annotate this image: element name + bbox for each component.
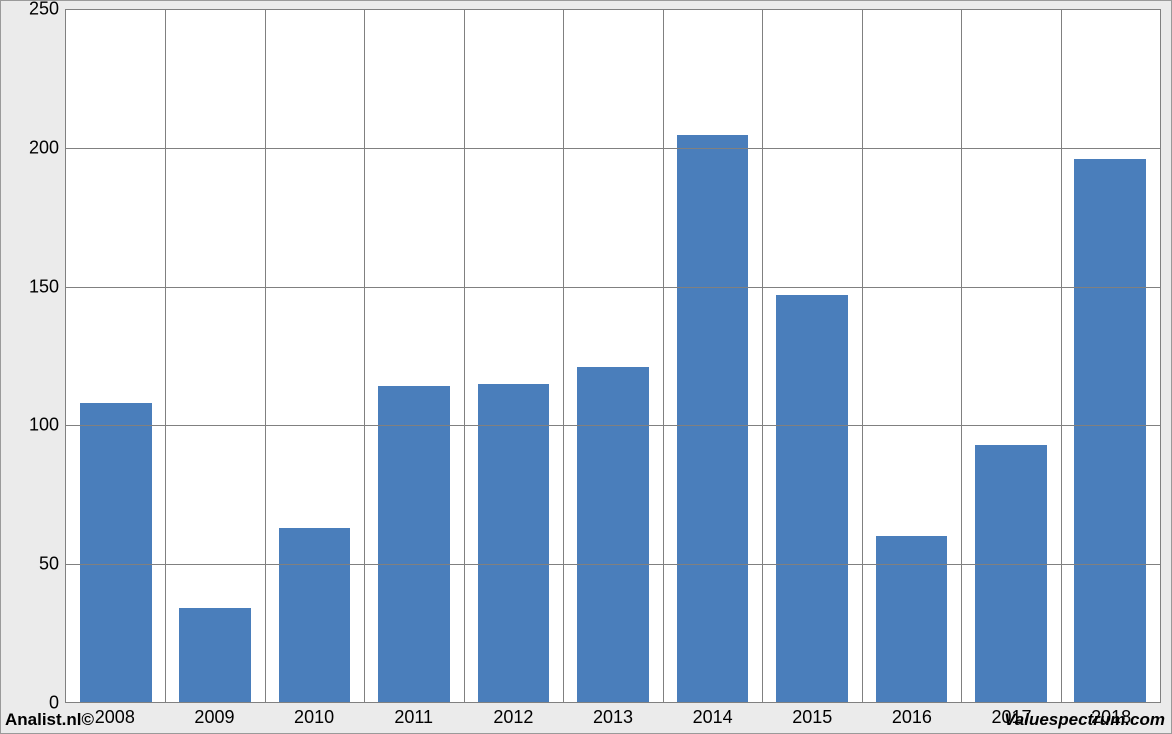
- y-tick-label: 50: [39, 554, 59, 575]
- gridline-horizontal: [66, 287, 1160, 288]
- bar: [677, 135, 749, 702]
- gridline-vertical: [464, 10, 465, 702]
- bar: [577, 367, 649, 702]
- x-tick-label: 2016: [892, 707, 932, 728]
- gridline-horizontal: [66, 564, 1160, 565]
- x-tick-label: 2013: [593, 707, 633, 728]
- y-tick-label: 150: [29, 276, 59, 297]
- bar: [1074, 159, 1146, 702]
- bar: [776, 295, 848, 702]
- bar: [279, 528, 351, 702]
- x-tick-label: 2014: [693, 707, 733, 728]
- y-tick-label: 200: [29, 137, 59, 158]
- x-tick-label: 2011: [394, 707, 433, 728]
- x-tick-label: 2015: [792, 707, 832, 728]
- plot-area: [65, 9, 1161, 703]
- bar: [179, 608, 251, 702]
- gridline-vertical: [364, 10, 365, 702]
- gridline-horizontal: [66, 148, 1160, 149]
- footer-credit-left: Analist.nl©: [5, 710, 94, 730]
- chart-container: 050100150200250 200820092010201120122013…: [0, 0, 1172, 734]
- bars-layer: [66, 10, 1160, 702]
- x-tick-label: 2008: [95, 707, 135, 728]
- gridline-horizontal: [66, 425, 1160, 426]
- y-axis: 050100150200250: [11, 9, 65, 703]
- y-tick-label: 100: [29, 415, 59, 436]
- bar: [975, 445, 1047, 702]
- plot-wrap: 050100150200250: [11, 9, 1161, 703]
- gridline-vertical: [961, 10, 962, 702]
- gridline-vertical: [663, 10, 664, 702]
- bar: [80, 403, 152, 702]
- x-tick-label: 2012: [493, 707, 533, 728]
- gridline-vertical: [762, 10, 763, 702]
- bar: [876, 536, 948, 702]
- y-tick-label: 250: [29, 0, 59, 20]
- gridline-vertical: [165, 10, 166, 702]
- gridline-vertical: [862, 10, 863, 702]
- bar: [478, 384, 550, 702]
- gridline-vertical: [265, 10, 266, 702]
- bar: [378, 386, 450, 702]
- footer-credit-right: Valuespectrum.com: [1004, 710, 1165, 730]
- x-tick-label: 2010: [294, 707, 334, 728]
- x-tick-label: 2009: [194, 707, 234, 728]
- gridline-vertical: [1061, 10, 1062, 702]
- gridline-vertical: [563, 10, 564, 702]
